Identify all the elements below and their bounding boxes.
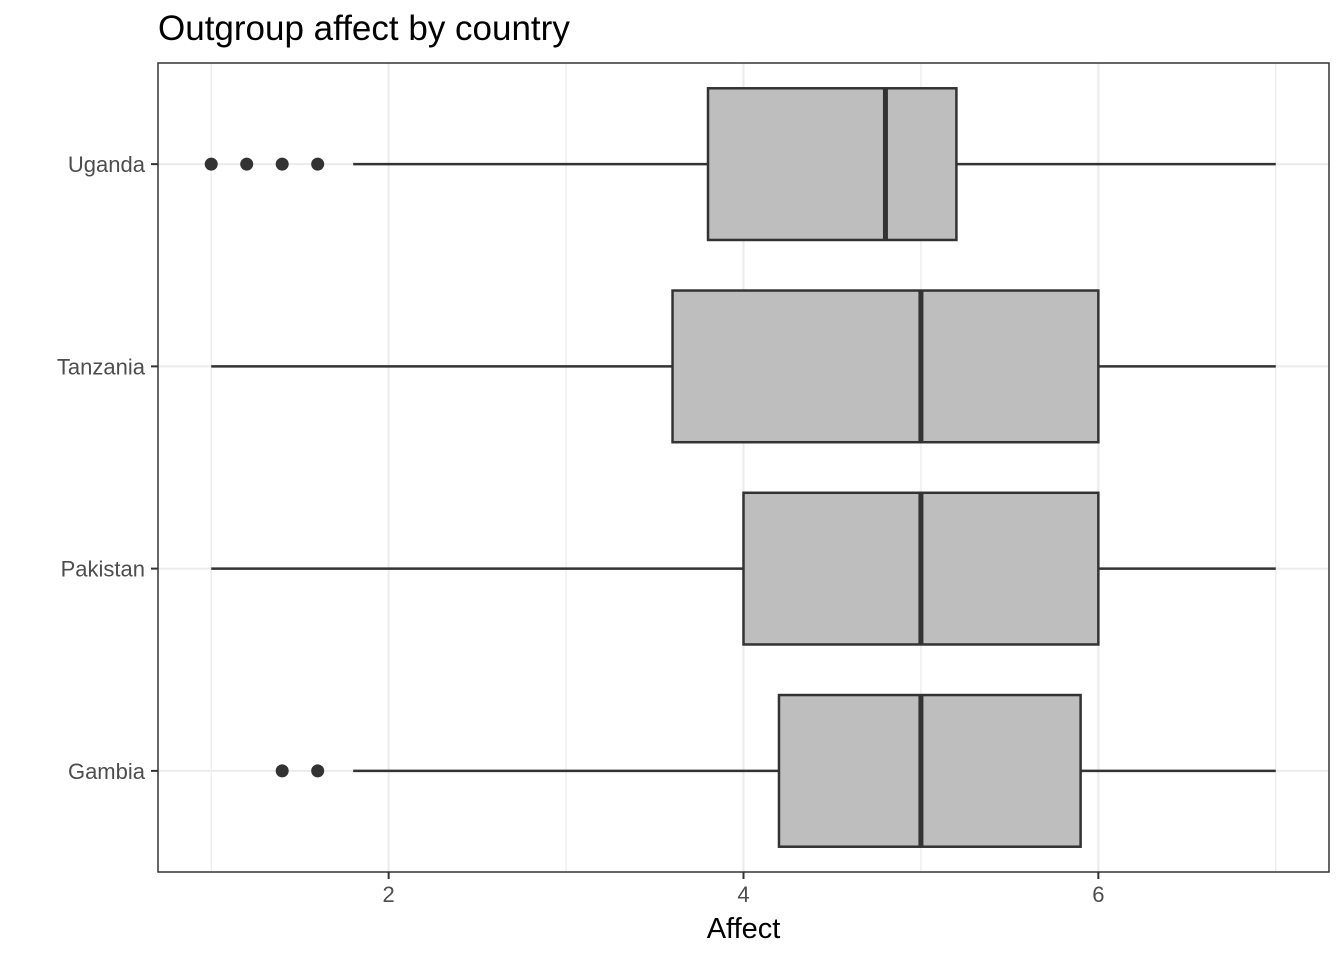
box-pakistan <box>211 491 1276 646</box>
x-tick-label: 2 <box>383 882 395 907</box>
outlier-point <box>311 157 325 171</box>
chart-title: Outgroup affect by country <box>158 9 570 48</box>
outlier-point <box>240 157 254 171</box>
y-tick-label: Gambia <box>68 759 146 784</box>
box-layer <box>204 87 1276 848</box>
outlier-point <box>275 764 289 778</box>
outlier-point <box>275 157 289 171</box>
box-uganda <box>204 87 1276 242</box>
iqr-box <box>777 693 1082 848</box>
outlier-point <box>311 764 325 778</box>
x-tick-label: 4 <box>737 882 749 907</box>
outlier-point <box>204 157 218 171</box>
x-axis-title: Affect <box>707 913 781 945</box>
box-tanzania <box>211 289 1276 444</box>
box-gambia <box>275 693 1276 848</box>
y-tick-label: Uganda <box>68 152 146 177</box>
y-tick-label: Pakistan <box>61 557 145 582</box>
iqr-box <box>671 289 1100 444</box>
x-tick-label: 6 <box>1092 882 1104 907</box>
axis-layer: Gambia Pakistan Tanzania Uganda 2 4 6 <box>57 152 1105 907</box>
y-tick-label: Tanzania <box>57 354 146 379</box>
iqr-box <box>706 87 958 242</box>
